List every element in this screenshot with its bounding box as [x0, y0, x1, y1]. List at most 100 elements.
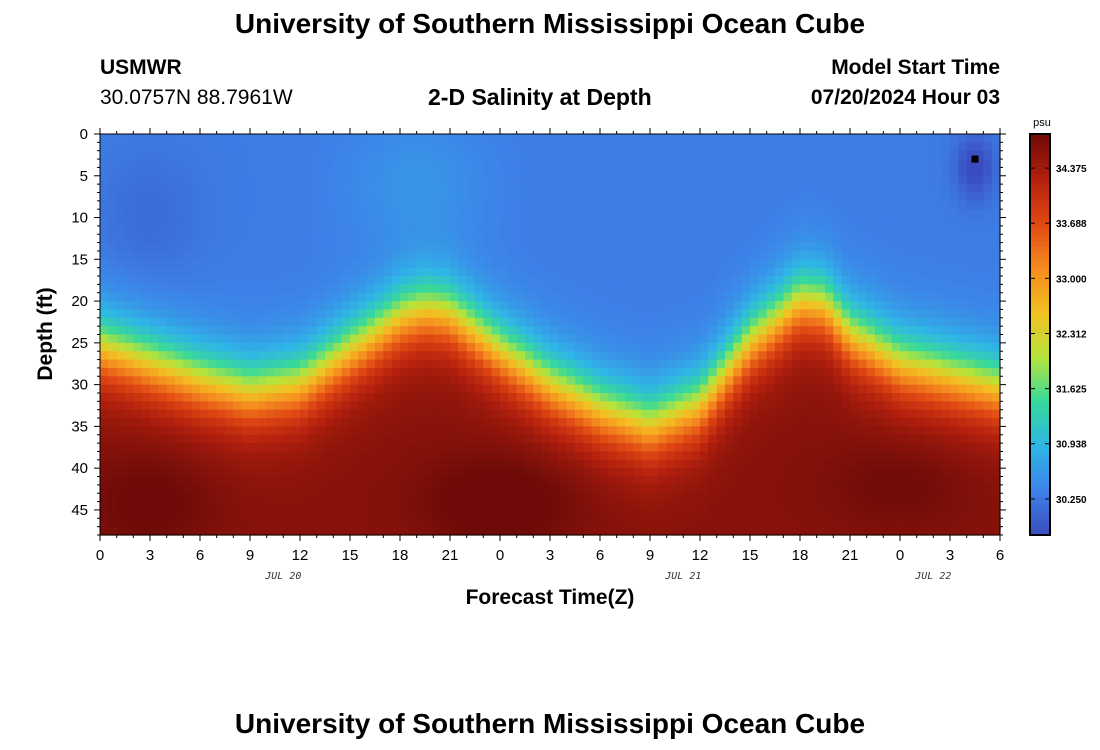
heatmap-cell	[116, 267, 126, 277]
heatmap-cell	[841, 209, 851, 219]
heatmap-cell	[425, 518, 434, 528]
heatmap-cell	[250, 409, 259, 419]
heatmap-cell	[500, 134, 509, 143]
heatmap-cell	[283, 225, 293, 235]
heatmap-cell	[441, 351, 451, 361]
heatmap-cell	[175, 451, 184, 461]
heatmap-cell	[541, 526, 551, 536]
heatmap-cell	[725, 484, 734, 494]
heatmap-cell	[650, 367, 659, 377]
heatmap-cell	[300, 376, 309, 386]
heatmap-cell	[350, 418, 359, 427]
heatmap-cell	[641, 518, 651, 528]
heatmap-cell	[500, 284, 509, 294]
heatmap-cell	[875, 384, 884, 394]
heatmap-cell	[658, 401, 668, 411]
heatmap-cell	[641, 309, 651, 319]
heatmap-cell	[950, 426, 959, 436]
heatmap-cell	[450, 468, 459, 478]
heatmap-cell	[958, 217, 968, 227]
heatmap-cell	[100, 376, 109, 386]
heatmap-cell	[725, 401, 734, 411]
heatmap-cell	[508, 250, 518, 260]
heatmap-cell	[733, 134, 743, 143]
heatmap-cell	[266, 184, 276, 194]
heatmap-cell	[475, 276, 484, 285]
heatmap-cell	[758, 501, 768, 511]
heatmap-cell	[783, 351, 793, 361]
heatmap-cell	[533, 418, 543, 427]
heatmap-cell	[466, 309, 476, 319]
heatmap-cell	[333, 134, 343, 143]
heatmap-cell	[333, 159, 343, 169]
heatmap-cell	[400, 484, 409, 494]
heatmap-cell	[650, 401, 659, 411]
heatmap-cell	[333, 317, 343, 327]
heatmap-cell	[766, 326, 776, 336]
heatmap-cell	[766, 526, 776, 536]
heatmap-cell	[900, 526, 909, 536]
heatmap-cell	[458, 426, 468, 436]
heatmap-cell	[300, 142, 309, 152]
heatmap-cell	[233, 367, 243, 377]
heatmap-cell	[266, 401, 276, 411]
heatmap-cell	[191, 376, 201, 386]
heatmap-cell	[525, 392, 534, 402]
heatmap-cell	[258, 209, 268, 219]
heatmap-cell	[258, 292, 268, 302]
heatmap-cell	[866, 301, 876, 311]
heatmap-cell	[375, 509, 384, 519]
heatmap-cell	[783, 175, 793, 185]
heatmap-cell	[366, 234, 376, 244]
heatmap-cell	[791, 342, 801, 352]
heatmap-cell	[433, 459, 443, 469]
heatmap-cell	[950, 384, 959, 394]
heatmap-cell	[491, 209, 501, 219]
heatmap-cell	[758, 184, 768, 194]
heatmap-cell	[450, 501, 459, 511]
heatmap-cell	[200, 451, 209, 461]
heatmap-cell	[183, 493, 193, 503]
heatmap-cell	[500, 150, 509, 160]
heatmap-cell	[233, 200, 243, 210]
heatmap-cell	[683, 376, 693, 386]
heatmap-cell	[408, 509, 418, 519]
heatmap-cell	[933, 142, 943, 152]
heatmap-cell	[658, 259, 668, 269]
heatmap-cell	[608, 309, 618, 319]
heatmap-cell	[591, 317, 601, 327]
heatmap-cell	[350, 484, 359, 494]
heatmap-cell	[191, 317, 201, 327]
heatmap-cell	[100, 175, 109, 185]
heatmap-cell	[441, 309, 451, 319]
heatmap-cell	[283, 326, 293, 336]
heatmap-cell	[383, 267, 393, 277]
heatmap-cell	[191, 284, 201, 294]
heatmap-cell	[100, 326, 109, 336]
heatmap-cell	[125, 284, 134, 294]
heatmap-cell	[733, 234, 743, 244]
heatmap-cell	[575, 184, 584, 194]
heatmap-cell	[525, 451, 534, 461]
heatmap-cell	[691, 301, 701, 311]
heatmap-cell	[108, 459, 118, 469]
heatmap-cell	[683, 301, 693, 311]
heatmap-cell	[183, 509, 193, 519]
heatmap-cell	[350, 501, 359, 511]
heatmap-cell	[633, 167, 643, 177]
heatmap-cell	[158, 526, 168, 536]
heatmap-cell	[558, 301, 568, 311]
heatmap-cell	[333, 292, 343, 302]
heatmap-cell	[216, 134, 226, 143]
heatmap-cell	[633, 200, 643, 210]
heatmap-cell	[416, 317, 426, 327]
heatmap-cell	[725, 409, 734, 419]
heatmap-cell	[116, 451, 126, 461]
heatmap-cell	[491, 217, 501, 227]
heatmap-cell	[283, 150, 293, 160]
heatmap-cell	[550, 401, 559, 411]
heatmap-cell	[583, 359, 593, 369]
heatmap-cell	[666, 359, 676, 369]
heatmap-cell	[725, 234, 734, 244]
heatmap-cell	[666, 443, 676, 453]
